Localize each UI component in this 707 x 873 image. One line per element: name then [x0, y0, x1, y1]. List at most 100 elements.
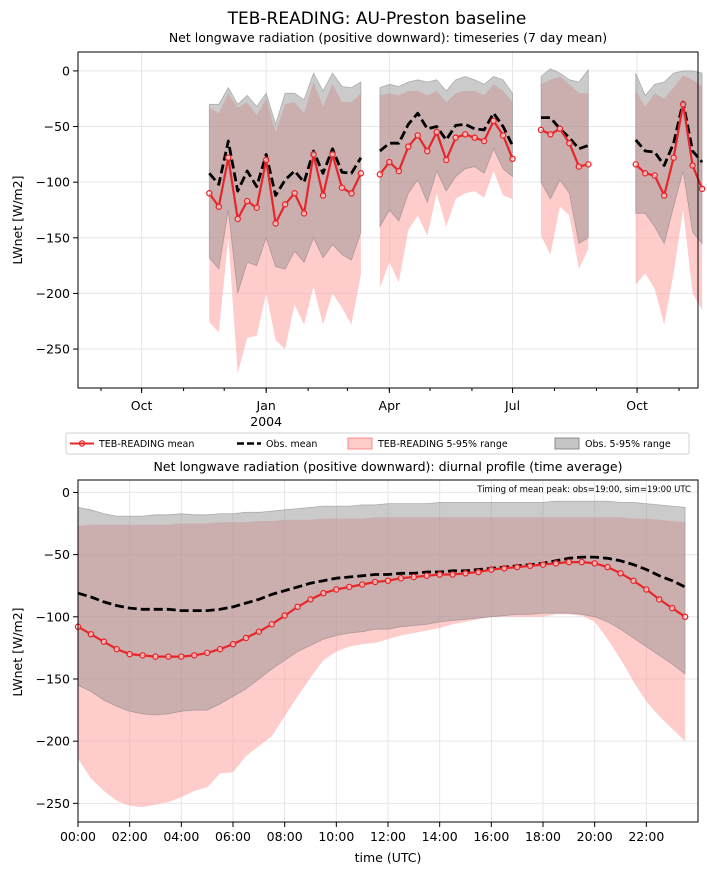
- timeseries-xtick-label: Jul: [504, 398, 520, 413]
- diurnal-bands: [77, 500, 686, 808]
- timeseries-ytick-label: −50: [44, 119, 70, 134]
- sim-mean-point: [641, 170, 649, 177]
- diurnal-peak-annotation: Timing of mean peak: obs=19:00, sim=19:0…: [476, 485, 691, 495]
- timeseries-lines: [206, 100, 706, 227]
- sim-mean-point: [436, 571, 443, 578]
- sim-mean-point: [358, 581, 366, 588]
- legend-obs-range-swatch: [554, 437, 580, 450]
- diurnal-xtick-label: 00:00: [60, 829, 96, 844]
- sim-mean-point: [643, 586, 650, 593]
- sim-mean-point: [100, 638, 108, 645]
- timeseries-ytick-label: −250: [36, 342, 70, 357]
- sim-mean-point: [499, 132, 507, 139]
- diurnal-xtick-label: 14:00: [422, 829, 458, 844]
- sim-mean-point: [547, 131, 554, 138]
- sim-mean-point: [333, 586, 340, 593]
- timeseries-ylabel: LWnet [W/m2]: [10, 175, 25, 264]
- obs-mean-line: [77, 555, 686, 612]
- diurnal-xtick-label: 02:00: [112, 829, 148, 844]
- diurnal-ytick-label: −250: [36, 796, 70, 811]
- timeseries-xtick-label: Jan: [256, 398, 276, 413]
- sim-mean-point: [320, 589, 327, 597]
- obs-range-band: [540, 68, 589, 245]
- legend-item-obs-range: Obs. 5-95% range: [554, 437, 671, 450]
- sim-range-band: [541, 76, 589, 269]
- diurnal-xtick-label: 10:00: [318, 829, 354, 844]
- timeseries-bands: [208, 68, 703, 374]
- legend-sim-range-label: TEB-READING 5-95% range: [377, 439, 508, 450]
- sim-mean-point: [397, 574, 405, 582]
- diurnal-panel: Net longwave radiation (positive downwar…: [10, 459, 699, 865]
- timeseries-ytick-label: −200: [36, 286, 70, 301]
- sim-mean-point: [565, 558, 573, 566]
- sim-mean-point: [452, 134, 459, 141]
- obs-mean-line: [634, 100, 704, 167]
- timeseries-xtick-label: Apr: [379, 398, 401, 413]
- legend-box: [65, 432, 690, 455]
- legend-item-sim-range: TEB-READING 5-95% range: [347, 437, 508, 450]
- sim-mean-point: [310, 151, 317, 158]
- sim-mean-point: [423, 572, 430, 580]
- legend: TEB-READING mean Obs. mean TEB-READING 5…: [65, 432, 690, 455]
- sim-mean-point: [526, 562, 534, 570]
- diurnal-xtick-label: 12:00: [370, 829, 406, 844]
- legend-item-obs-mean: Obs. mean: [237, 439, 317, 450]
- sim-mean-point: [165, 653, 172, 660]
- diurnal-xtick-label: 04:00: [163, 829, 199, 844]
- sim-mean-point: [178, 653, 185, 660]
- diurnal-ylabel: LWnet [W/m2]: [10, 607, 25, 696]
- sim-mean-point: [216, 645, 224, 653]
- sim-mean-point: [578, 558, 586, 566]
- sim-mean-point: [556, 125, 564, 133]
- timeseries-xtick-label: Oct: [131, 398, 153, 413]
- timeseries-xtick-sublabel: 2004: [250, 414, 282, 429]
- sim-mean-point: [461, 131, 469, 138]
- diurnal-title: Net longwave radiation (positive downwar…: [154, 459, 623, 474]
- sim-mean-point: [698, 185, 706, 193]
- obs-mean-line: [541, 116, 589, 151]
- sim-mean-point: [566, 139, 573, 147]
- diurnal-xtick-label: 16:00: [473, 829, 509, 844]
- sim-mean-point: [475, 568, 482, 576]
- sim-mean-point: [281, 612, 288, 619]
- timeseries-xtick-label: Oct: [626, 398, 648, 413]
- sim-mean-point: [268, 621, 275, 628]
- sim-mean-point: [371, 578, 379, 586]
- sim-mean-point: [462, 570, 469, 577]
- sim-mean-point: [509, 155, 516, 163]
- sim-mean-point: [87, 630, 95, 638]
- sim-mean-point: [386, 158, 393, 166]
- diurnal-ytick-label: −50: [44, 547, 70, 562]
- sim-mean-point: [480, 137, 488, 145]
- sim-mean-point: [234, 215, 241, 223]
- diurnal-xtick-label: 18:00: [525, 829, 561, 844]
- sim-mean-point: [488, 566, 495, 573]
- diurnal-xtick-label: 06:00: [215, 829, 251, 844]
- sim-mean-point: [126, 650, 133, 658]
- sim-range-band: [379, 84, 513, 288]
- sim-mean-point: [591, 560, 598, 567]
- figure-suptitle: TEB-READING: AU-Preston baseline: [227, 9, 527, 29]
- diurnal-ytick-label: 0: [62, 485, 70, 500]
- sim-mean-point: [242, 634, 250, 642]
- sim-mean-point: [552, 560, 560, 567]
- sim-mean-point: [670, 154, 677, 161]
- sim-mean-point: [490, 117, 497, 125]
- sim-mean-point: [291, 190, 298, 197]
- timeseries-ytick-label: −100: [36, 175, 70, 190]
- sim-mean-point: [537, 126, 545, 134]
- sim-mean-point: [632, 161, 639, 168]
- sim-mean-point: [410, 573, 418, 581]
- obs-range-band: [208, 72, 362, 294]
- diurnal-ytick-label: −100: [36, 609, 70, 624]
- legend-obs-mean-label: Obs. mean: [266, 439, 317, 450]
- sim-range-band: [635, 75, 703, 325]
- sim-mean-point: [272, 220, 279, 227]
- sim-mean-point: [345, 583, 353, 591]
- sim-mean-point: [513, 563, 521, 571]
- sim-mean-point: [679, 101, 687, 108]
- sim-mean-point: [253, 204, 260, 212]
- sim-mean-point: [255, 628, 263, 635]
